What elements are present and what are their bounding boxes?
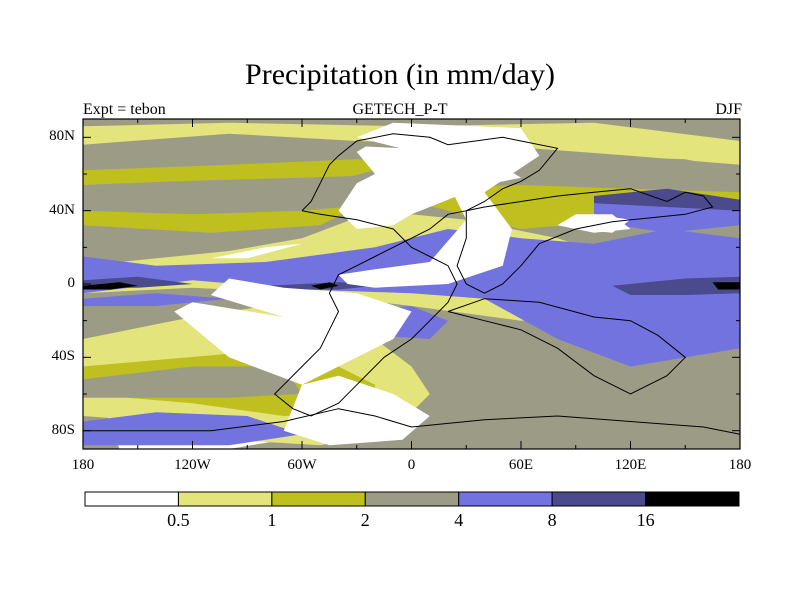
x-tick-label: 60W: [287, 457, 317, 473]
coastline-layer: [83, 133, 740, 449]
contour-region: [83, 293, 229, 306]
x-tick-label: 120E: [614, 457, 647, 473]
colorbar-swatch: [364, 491, 460, 507]
contour-region: [283, 375, 430, 446]
colorbar-swatch: [551, 491, 647, 507]
contour-region: [83, 122, 740, 165]
axis-ticks: [82, 119, 741, 449]
y-tick-label: 0: [67, 275, 76, 291]
contour-region: [630, 353, 740, 422]
contour-region: [210, 243, 302, 259]
colorbar-level-label: 4: [454, 510, 464, 530]
colorbar-swatch: [177, 491, 273, 507]
chart-title: Precipitation (in mm/day): [245, 58, 555, 91]
contour-region: [83, 282, 138, 290]
x-tick-label: 120W: [174, 457, 211, 473]
y-tick-label: 80N: [49, 128, 75, 145]
colorbar-level-label: 16: [636, 510, 655, 530]
contour-region: [83, 159, 430, 185]
y-tick-label: 80S: [51, 421, 75, 438]
colorbar-swatch: [84, 491, 179, 507]
x-tick-label: 0: [407, 457, 416, 473]
contour-region: [594, 188, 740, 211]
colorbar-level-label: 1: [267, 510, 277, 530]
y-tick-label: 40N: [49, 201, 75, 218]
coastline: [447, 298, 687, 395]
contour-region: [83, 412, 302, 446]
colorbar-swatch: [645, 491, 740, 507]
coastline: [83, 408, 740, 449]
contour-region: [83, 229, 740, 367]
coastline: [456, 188, 714, 294]
experiment-label: Expt = tebon: [83, 101, 166, 118]
contour-region: [612, 276, 740, 295]
colorbar-level-label: 8: [547, 510, 557, 530]
colorbar-level-label: 0.5: [167, 510, 190, 530]
coastline: [273, 133, 559, 417]
contour-region: [311, 282, 339, 290]
dataset-label: GETECH_P-T: [352, 101, 448, 118]
colorbar-level-label: 2: [360, 510, 370, 530]
contour-region: [174, 278, 412, 385]
x-tick-label: 180: [728, 457, 752, 473]
colorbar: [84, 491, 740, 507]
contour-fill-layer: [83, 122, 740, 449]
contour-region: [83, 366, 302, 398]
x-tick-label: 60E: [508, 457, 534, 473]
colorbar-swatch: [458, 491, 553, 507]
season-label: DJF: [715, 101, 742, 118]
contour-region: [338, 146, 521, 229]
colorbar-swatch: [271, 491, 366, 507]
x-tick-label: 180: [71, 457, 95, 473]
y-tick-label: 40S: [51, 348, 75, 365]
